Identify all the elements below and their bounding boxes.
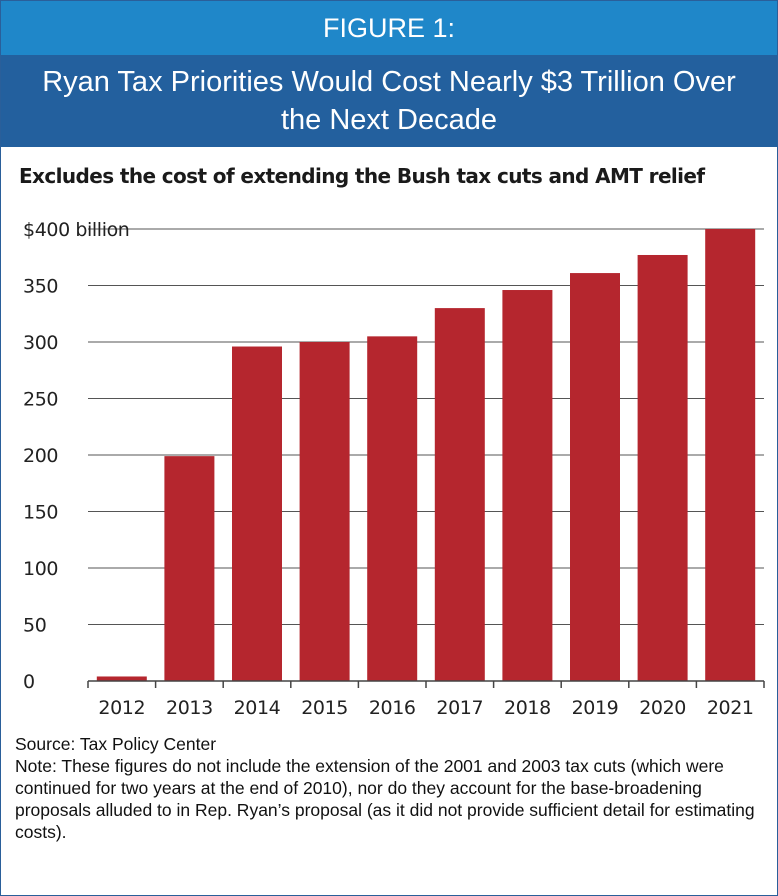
y-tick-label: 300: [23, 332, 58, 354]
y-tick-label: 200: [23, 445, 58, 467]
bar: [434, 308, 485, 681]
bar: [164, 456, 215, 681]
bars: [96, 229, 756, 682]
bar: [96, 676, 147, 681]
x-tick-label: 2019: [572, 697, 619, 719]
explanatory-note: Note: These figures do not include the e…: [15, 756, 755, 842]
y-tick-label: 150: [23, 502, 58, 524]
x-tick-label: 2017: [436, 697, 483, 719]
source-note: Source: Tax Policy Center: [15, 734, 217, 754]
bar: [502, 290, 553, 681]
bar: [705, 229, 756, 681]
x-tick-label: 2014: [234, 697, 281, 719]
x-tick-label: 2015: [301, 697, 348, 719]
y-tick-label: 250: [23, 389, 58, 411]
chart-subtitle: Excludes the cost of extending the Bush …: [19, 164, 705, 188]
y-tick-label: 0: [23, 671, 35, 693]
figure-label: FIGURE 1:: [322, 12, 456, 43]
x-tick-label: 2012: [98, 697, 145, 719]
x-tick-label: 2013: [166, 697, 213, 719]
bar-chart: 0 50 100 150 200 250 300 350 $400 billion 2012 201…: [23, 219, 765, 719]
bar: [232, 346, 282, 681]
tick-labels: 0 50 100 150 200 250 300 350 $400 billion 2012 201…: [23, 219, 754, 719]
x-tick-label: 2018: [504, 697, 551, 719]
y-tick-label: 350: [23, 276, 58, 298]
x-tick-label: 2021: [707, 697, 754, 719]
figure-title: Ryan Tax Priorities Would Cost Nearly $3…: [42, 66, 736, 136]
bar: [570, 273, 620, 681]
figure-label-banner: FIGURE 1:: [1, 1, 777, 55]
x-tick-label: 2020: [639, 697, 686, 719]
bar: [367, 336, 418, 681]
bar: [299, 342, 350, 681]
y-tick-label: $400 billion: [23, 219, 129, 241]
chart-footer: Source: Tax Policy Center Note: These fi…: [15, 733, 765, 843]
y-tick-label: 100: [23, 558, 58, 580]
y-tick-label: 50: [23, 615, 46, 637]
axes: [87, 680, 765, 688]
x-tick-label: 2016: [369, 697, 416, 719]
title-banner: Ryan Tax Priorities Would Cost Nearly $3…: [1, 55, 777, 147]
bar: [637, 254, 688, 682]
